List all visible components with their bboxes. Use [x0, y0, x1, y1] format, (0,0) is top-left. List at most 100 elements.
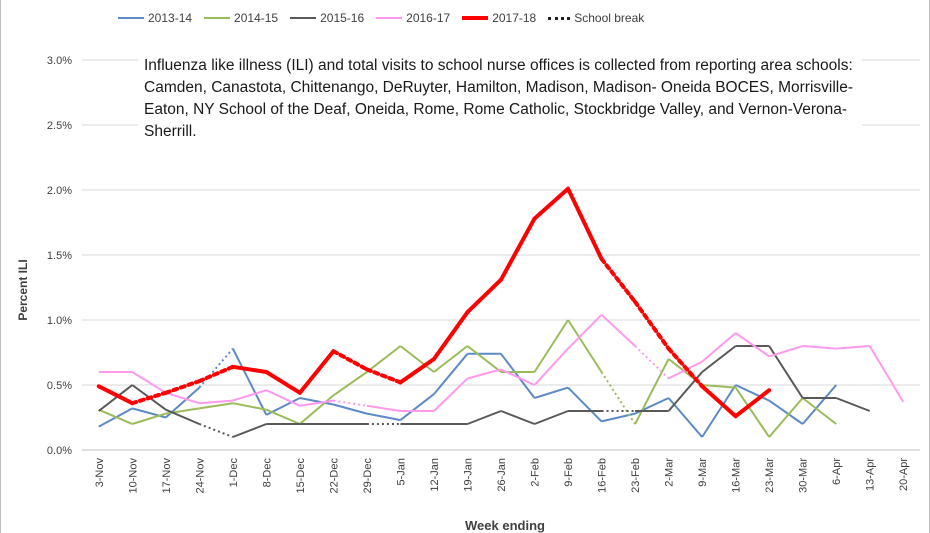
legend-item: 2015-16: [290, 11, 364, 25]
line-segment: [299, 399, 334, 407]
data-source-note: Influenza like illness (ILI) and total v…: [138, 53, 862, 145]
line-segment: [868, 345, 905, 403]
line-segment: [265, 389, 301, 407]
x-tick-label: 1-Dec: [228, 458, 240, 488]
line-segment: [264, 370, 302, 395]
legend-label: 2016-17: [406, 11, 451, 25]
x-tick-label: 13-Apr: [865, 458, 877, 491]
legend-swatch: [118, 17, 144, 19]
x-tick-label: 24-Nov: [194, 458, 206, 494]
y-tick-label: 3.0%: [47, 55, 72, 67]
line-segment: [399, 393, 435, 421]
x-tick-label: 12-Jan: [429, 458, 441, 492]
line-segment: [98, 384, 133, 412]
legend-item: 2017-18: [462, 11, 536, 25]
line-segment: [399, 345, 435, 373]
y-tick-label: 1.5%: [47, 250, 72, 262]
line-segment: [467, 368, 502, 380]
line-segment: [299, 397, 334, 406]
y-tick-label: 2.5%: [47, 120, 72, 132]
legend-item: 2013-14: [118, 11, 192, 25]
y-tick-label: 1.0%: [47, 315, 72, 327]
break-segment: [633, 299, 671, 351]
line-segment: [567, 314, 603, 350]
line-segment: [734, 387, 770, 438]
legend-label: School break: [574, 11, 645, 25]
line-segment: [333, 403, 368, 415]
break-segment: [333, 399, 368, 407]
x-tick-label: 16-Mar: [731, 458, 743, 493]
legend-swatch: [548, 16, 571, 20]
line-segment: [835, 397, 871, 412]
line-segment: [700, 384, 738, 419]
line-segment: [500, 353, 536, 399]
line-segment: [500, 410, 535, 425]
line-segment: [433, 353, 469, 395]
x-tick-label: 2-Feb: [530, 458, 542, 487]
legend-swatch: [462, 16, 489, 20]
line-segment: [532, 186, 571, 221]
x-tick-label: 19-Jan: [462, 458, 474, 492]
x-tick-label: 15-Dec: [295, 458, 307, 494]
legend-item: 2016-17: [376, 11, 450, 25]
line-segment: [98, 408, 133, 425]
line-segment: [701, 332, 737, 363]
x-tick-label: 23-Feb: [630, 458, 642, 493]
x-tick-label: 5-Jan: [395, 458, 407, 486]
legend: 2013-14 2014-15 2015-16 2016-17 2017-18 Schoo…: [118, 9, 656, 27]
break-segment: [666, 346, 705, 389]
x-tick-label: 10-Nov: [127, 458, 139, 494]
line-segment: [499, 216, 537, 282]
line-segment: [199, 399, 233, 405]
x-tick-label: 9-Mar: [697, 458, 709, 487]
line-segment: [768, 397, 804, 438]
break-segment: [198, 347, 234, 389]
line-segment: [467, 410, 502, 425]
legend-swatch: [290, 17, 317, 19]
line-segment: [232, 389, 267, 402]
y-tick-label: 0.0%: [47, 445, 72, 457]
line-segment: [199, 402, 233, 410]
legend-label: 2013-14: [148, 11, 193, 25]
line-segment: [332, 371, 368, 397]
break-segment: [364, 367, 403, 385]
y-axis-ticks: 0.0% 0.5% 1.0% 1.5% 2.0% 2.5% 3.0%: [47, 55, 72, 457]
x-tick-label: 8-Dec: [261, 458, 273, 488]
line-segment: [600, 314, 636, 347]
x-tick-label: 26-Jan: [496, 458, 508, 492]
line-segment: [165, 408, 200, 425]
x-tick-label: 6-Apr: [831, 458, 843, 485]
line-segment: [701, 384, 737, 438]
series-2017-18: [96, 186, 772, 419]
break-segment: [198, 423, 234, 438]
line-segment: [465, 277, 503, 315]
legend-label: 2017-18: [492, 11, 537, 25]
line-segment: [534, 410, 569, 425]
line-segment: [534, 386, 569, 399]
line-segment: [431, 310, 470, 361]
line-segment: [265, 408, 301, 425]
line-segment: [366, 345, 402, 373]
break-segment: [634, 345, 670, 380]
x-tick-label: 3-Nov: [94, 458, 106, 488]
x-axis-ticks: 3-Nov 10-Nov 17-Nov 24-Nov 1-Dec 8-Dec 15-Dec 2…: [82, 449, 920, 494]
break-segment: [600, 371, 636, 425]
line-segment: [567, 386, 603, 423]
x-tick-label: 16-Feb: [597, 458, 609, 493]
legend-item: 2014-15: [204, 11, 278, 25]
line-segment: [131, 412, 167, 425]
legend-item-school-break: School break: [548, 11, 644, 25]
x-tick-label: 20-Apr: [898, 458, 910, 491]
line-segment: [566, 186, 604, 261]
line-segment: [701, 345, 737, 373]
line-segment: [231, 348, 268, 416]
y-tick-label: 0.5%: [47, 380, 72, 392]
line-segment: [802, 397, 837, 425]
x-tick-label: 9-Feb: [563, 458, 575, 487]
line-segment: [801, 384, 837, 425]
line-segment: [297, 349, 336, 395]
line-segment: [735, 384, 770, 402]
line-segment: [802, 345, 837, 350]
line-segment: [533, 319, 569, 373]
x-tick-label: 17-Nov: [161, 458, 173, 494]
